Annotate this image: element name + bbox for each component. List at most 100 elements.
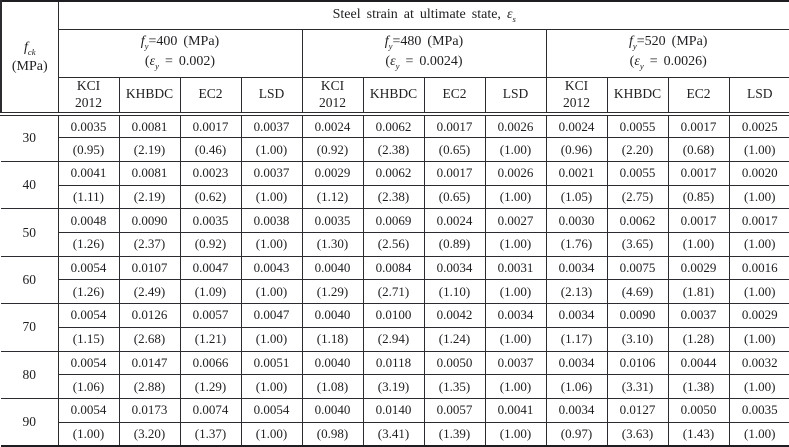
strain-ratio-cell: (0.98)	[301, 421, 364, 447]
strain-value-cell: 0.0090	[118, 208, 181, 234]
strain-value-cell: 0.0173	[118, 397, 181, 423]
strain-ratio-cell: (1.29)	[179, 374, 242, 399]
method-header-kci-2012: KCI 2012	[545, 76, 608, 116]
strain-value-cell: 0.0054	[57, 255, 120, 281]
strain-ratio-cell: (1.09)	[179, 279, 242, 305]
strain-value-cell: 0.0054	[57, 350, 120, 376]
strain-ratio-cell: (2.13)	[545, 279, 608, 305]
strain-value-cell: 0.0090	[606, 303, 669, 328]
strain-value-cell: 0.0029	[728, 303, 789, 328]
strain-ratio-cell: (1.37)	[179, 421, 242, 447]
strain-ratio-cell: (1.00)	[667, 232, 730, 257]
strain-ratio-cell: (2.38)	[362, 184, 425, 210]
strain-ratio-cell: (0.46)	[179, 137, 242, 162]
strain-value-cell: 0.0038	[240, 208, 303, 234]
strain-ratio-cell: (1.00)	[728, 184, 789, 210]
strain-value-cell: 0.0037	[240, 113, 303, 139]
table-title: Steel strain at ultimate state, εs	[57, 0, 789, 30]
method-header-kci-2012: KCI 2012	[301, 76, 364, 116]
strain-ratio-cell: (1.26)	[57, 232, 120, 257]
strain-value-cell: 0.0051	[240, 350, 303, 376]
fck-row-header: 70	[1, 303, 59, 352]
strain-value-cell: 0.0034	[545, 255, 608, 281]
strain-value-cell: 0.0054	[57, 397, 120, 423]
strain-value-cell: 0.0017	[667, 113, 730, 139]
strain-ratio-cell: (1.00)	[57, 421, 120, 447]
strain-value-cell: 0.0027	[484, 208, 547, 234]
strain-value-cell: 0.0017	[423, 160, 486, 186]
strain-value-cell: 0.0081	[118, 160, 181, 186]
strain-value-cell: 0.0037	[484, 350, 547, 376]
strain-ratio-cell: (2.19)	[118, 184, 181, 210]
strain-ratio-cell: (1.81)	[667, 279, 730, 305]
strain-ratio-cell: (0.92)	[301, 137, 364, 162]
strain-ratio-cell: (1.00)	[484, 279, 547, 305]
fck-row-header: 90	[1, 397, 59, 447]
group-header-fy480: fy=480 (MPa) (εy = 0.0024)	[301, 28, 547, 78]
strain-ratio-cell: (1.12)	[301, 184, 364, 210]
table-row-values-fck-90: 90 0.0054 0.0173 0.0074 0.0054 0.0040 0.0140 0.…	[1, 397, 789, 447]
strain-value-cell: 0.0147	[118, 350, 181, 376]
strain-ratio-cell: (3.20)	[118, 421, 181, 447]
strain-value-cell: 0.0020	[728, 160, 789, 186]
fck-row-header: 40	[1, 160, 59, 210]
strain-value-cell: 0.0029	[667, 255, 730, 281]
strain-ratio-cell: (2.88)	[118, 374, 181, 399]
strain-ratio-cell: (1.30)	[301, 232, 364, 257]
strain-value-cell: 0.0040	[301, 350, 364, 376]
method-header-row: KCI 2012 KHBDC EC2 LSD KCI 2012 KHBDC EC2 LSD KC…	[1, 76, 789, 116]
strain-value-cell: 0.0026	[484, 113, 547, 139]
strain-ratio-cell: (1.05)	[545, 184, 608, 210]
method-header-kci-2012: KCI 2012	[57, 76, 120, 116]
strain-ratio-cell: (2.20)	[606, 137, 669, 162]
strain-value-cell: 0.0057	[423, 397, 486, 423]
strain-value-cell: 0.0034	[484, 303, 547, 328]
strain-value-cell: 0.0040	[301, 303, 364, 328]
fck-symbol: fck	[23, 39, 36, 57]
strain-value-cell: 0.0062	[362, 160, 425, 186]
strain-ratio-cell: (1.00)	[484, 184, 547, 210]
fck-row-header: 80	[1, 350, 59, 399]
strain-ratio-cell: (1.21)	[179, 326, 242, 352]
strain-ratio-cell: (0.85)	[667, 184, 730, 210]
strain-ratio-cell: (1.00)	[728, 232, 789, 257]
strain-value-cell: 0.0024	[545, 113, 608, 139]
table-row-ratios-fck-50: (1.26) (2.37) (0.92) (1.00) (1.30) (2.56) (0.8…	[1, 232, 789, 257]
strain-ratio-cell: (1.28)	[667, 326, 730, 352]
strain-ratio-cell: (1.00)	[728, 374, 789, 399]
strain-ratio-cell: (1.00)	[240, 326, 303, 352]
strain-ratio-cell: (0.65)	[423, 184, 486, 210]
fck-row-header: 60	[1, 255, 59, 305]
strain-ratio-cell: (0.68)	[667, 137, 730, 162]
strain-value-cell: 0.0069	[362, 208, 425, 234]
strain-ratio-cell: (1.00)	[240, 279, 303, 305]
strain-ratio-cell: (0.92)	[179, 232, 242, 257]
strain-ratio-cell: (1.00)	[728, 421, 789, 447]
strain-ratio-cell: (3.41)	[362, 421, 425, 447]
strain-ratio-cell: (1.00)	[728, 137, 789, 162]
strain-value-cell: 0.0062	[362, 113, 425, 139]
table-row-values-fck-30: 30 0.0035 0.0081 0.0017 0.0037 0.0024 0.0062 0.…	[1, 113, 789, 162]
strain-ratio-cell: (2.75)	[606, 184, 669, 210]
strain-value-cell: 0.0048	[57, 208, 120, 234]
strain-value-cell: 0.0037	[240, 160, 303, 186]
strain-value-cell: 0.0043	[240, 255, 303, 281]
strain-value-cell: 0.0055	[606, 160, 669, 186]
strain-value-cell: 0.0040	[301, 255, 364, 281]
strain-value-cell: 0.0074	[179, 397, 242, 423]
strain-ratio-cell: (0.95)	[57, 137, 120, 162]
method-header-ec2: EC2	[423, 76, 486, 116]
strain-ratio-cell: (3.63)	[606, 421, 669, 447]
strain-ratio-cell: (1.35)	[423, 374, 486, 399]
strain-value-cell: 0.0037	[667, 303, 730, 328]
strain-ratio-cell: (2.68)	[118, 326, 181, 352]
strain-ratio-cell: (1.00)	[240, 184, 303, 210]
strain-ratio-cell: (1.00)	[484, 326, 547, 352]
strain-value-cell: 0.0054	[57, 303, 120, 328]
strain-value-cell: 0.0044	[667, 350, 730, 376]
strain-value-cell: 0.0100	[362, 303, 425, 328]
strain-value-cell: 0.0029	[301, 160, 364, 186]
strain-ratio-cell: (0.96)	[545, 137, 608, 162]
strain-ratio-cell: (2.19)	[118, 137, 181, 162]
